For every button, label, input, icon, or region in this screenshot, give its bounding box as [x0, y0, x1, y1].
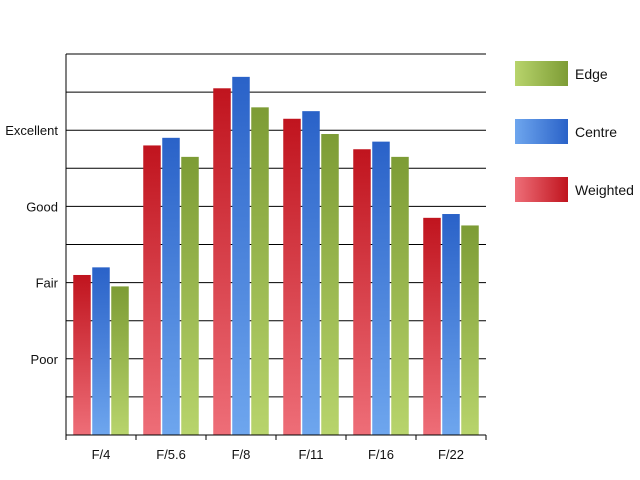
legend: Edge Centre Weighted	[515, 61, 634, 202]
x-tick-label-f-5-6: F/5.6	[156, 447, 186, 462]
legend-label-centre: Centre	[575, 124, 617, 140]
legend-swatch-edge	[515, 61, 568, 86]
y-tick-label-poor: Poor	[31, 352, 59, 367]
y-tick-label-good: Good	[26, 199, 58, 214]
x-tick-label-f-4: F/4	[92, 447, 111, 462]
bar-weighted-f-8	[213, 88, 231, 435]
x-tick-label-f-8: F/8	[232, 447, 251, 462]
bar-weighted-f-5-6	[143, 145, 161, 435]
x-tick-label-f-22: F/22	[438, 447, 464, 462]
bar-centre-f-22	[442, 214, 460, 435]
bar-centre-f-8	[232, 76, 250, 436]
bar-centre-f-4	[92, 267, 110, 435]
axes	[65, 54, 487, 440]
x-tick-label-f-16: F/16	[368, 447, 394, 462]
bar-edge-f-16	[391, 156, 409, 435]
bar-centre-f-11	[302, 111, 320, 436]
x-axis-tick-labels: F/4 F/5.6 F/8 F/11 F/16 F/22	[92, 447, 464, 462]
legend-swatch-centre	[515, 119, 568, 144]
bar-weighted-f-11	[283, 118, 301, 436]
bar-edge-f-8	[251, 107, 269, 435]
bar-centre-f-5-6	[162, 137, 180, 435]
legend-swatch-weighted	[515, 177, 568, 202]
bar-edge-f-22	[461, 225, 479, 435]
bar-edge-f-4	[111, 286, 129, 435]
legend-label-edge: Edge	[575, 66, 608, 82]
legend-label-weighted: Weighted	[575, 182, 634, 198]
x-tick-label-f-11: F/11	[298, 447, 323, 462]
bar-weighted-f-16	[353, 149, 371, 435]
bar-weighted-f-4	[73, 274, 91, 435]
y-axis-tick-labels: Poor Fair Good Excellent	[5, 123, 58, 367]
bars	[73, 76, 479, 436]
bar-centre-f-16	[372, 141, 390, 435]
gridlines	[66, 53, 486, 398]
y-tick-label-fair: Fair	[36, 276, 59, 291]
bar-edge-f-11	[321, 134, 339, 435]
bar-edge-f-5-6	[181, 156, 199, 435]
y-tick-label-excellent: Excellent	[5, 123, 58, 138]
bar-weighted-f-22	[423, 217, 441, 435]
